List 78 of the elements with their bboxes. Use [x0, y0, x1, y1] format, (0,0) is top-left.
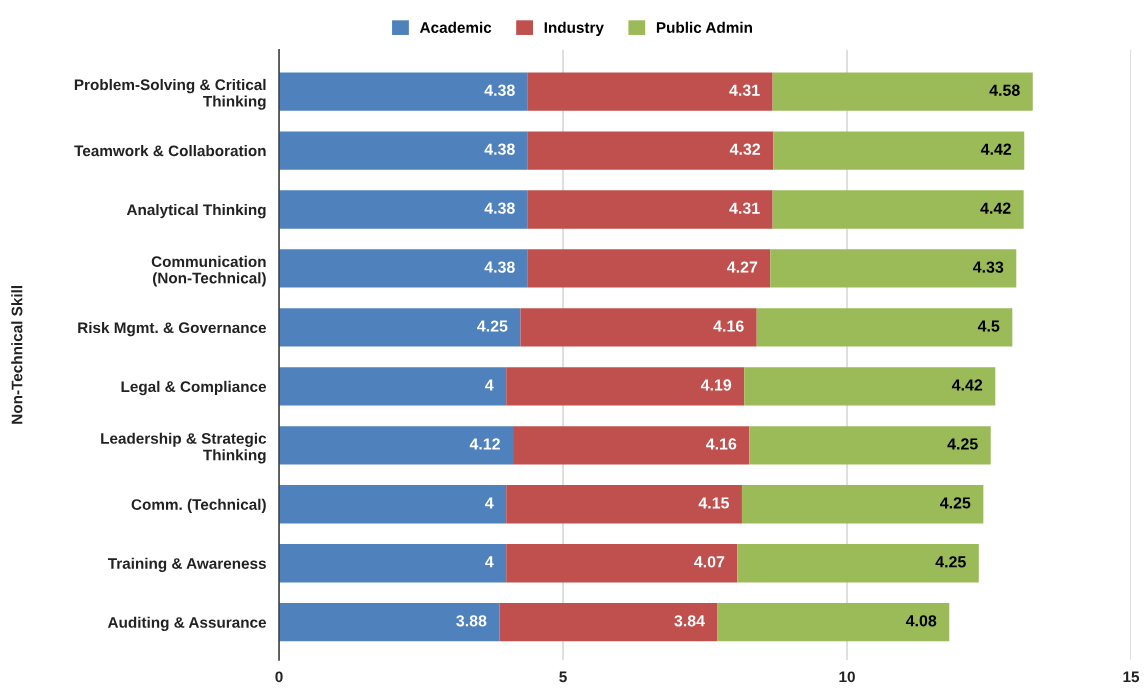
bar [279, 603, 500, 642]
y-tick-label: Communication (Non-Technical) [151, 255, 266, 287]
x-tick-label: 10 [839, 671, 855, 683]
bar [741, 485, 984, 524]
y-tick-label: Auditing & Assurance [107, 616, 267, 631]
data-label: 4.12 [469, 438, 500, 450]
bar [279, 131, 528, 170]
data-label: 4.31 [729, 84, 760, 96]
bar [527, 72, 773, 111]
data-label: 4.58 [989, 84, 1020, 96]
bar [737, 544, 979, 583]
bar [773, 131, 1025, 170]
data-label: 4.25 [935, 556, 966, 568]
bar [506, 485, 742, 524]
legend-label: Academic [419, 21, 492, 33]
y-tick-label: Analytical Thinking [126, 203, 266, 219]
y-tick-label: Comm. (Technical) [131, 498, 266, 513]
y-tick-label: Problem-Solving & Critical Thinking [74, 78, 266, 110]
data-label: 3.84 [674, 615, 705, 627]
bar [279, 426, 514, 465]
bar [527, 249, 771, 288]
bar [520, 308, 757, 347]
data-label: 4 [485, 556, 494, 568]
bar [749, 426, 991, 465]
data-label: 4.32 [729, 143, 761, 155]
bar [756, 308, 1013, 347]
data-label: 4.33 [972, 261, 1004, 273]
data-label: 4.07 [694, 556, 725, 568]
bar [506, 367, 745, 406]
bar [772, 72, 1033, 111]
bar [717, 603, 950, 642]
bar [279, 544, 507, 583]
data-label: 4.08 [905, 615, 937, 627]
y-tick-label: Training & Awareness [107, 557, 266, 572]
bar [527, 190, 773, 229]
bar [744, 367, 996, 406]
data-label: 3.88 [456, 615, 487, 627]
bar [279, 367, 507, 406]
data-label: 4.38 [484, 202, 515, 214]
data-label: 4.25 [477, 320, 508, 332]
data-label: 4.38 [484, 143, 515, 155]
data-label: 4.16 [713, 320, 744, 332]
bar [770, 249, 1017, 288]
data-label: 4.5 [977, 320, 1000, 332]
bar [279, 249, 528, 288]
data-label: 4 [485, 497, 494, 509]
data-label: 4.38 [484, 84, 515, 96]
legend-label: Industry [544, 21, 604, 36]
data-label: 4.19 [700, 379, 732, 391]
data-label: 4.27 [727, 261, 758, 273]
bar [499, 603, 718, 642]
data-label: 4.25 [947, 438, 978, 450]
bar [279, 72, 528, 111]
y-tick-label: Teamwork & Collaboration [74, 145, 266, 157]
data-label: 4.42 [980, 202, 1011, 214]
data-label: 4.31 [729, 202, 760, 214]
data-label: 4.25 [940, 497, 971, 509]
x-tick-label: 15 [1123, 671, 1140, 683]
bar [527, 131, 774, 170]
data-label: 4.42 [951, 379, 983, 391]
y-tick-label: Leadership & Strategic Thinking [101, 432, 267, 464]
bar [279, 308, 521, 347]
bar [772, 190, 1024, 229]
data-label: 4.15 [698, 497, 730, 509]
data-label: 4.38 [484, 261, 515, 273]
bar [506, 544, 738, 583]
legend-label: Public Admin [656, 21, 752, 33]
y-tick-label: Risk Mgmt. & Governance [78, 321, 267, 337]
x-tick-label: 5 [559, 671, 567, 683]
bar [279, 190, 528, 229]
bar [513, 426, 750, 465]
data-label: 4.16 [706, 438, 737, 450]
data-label: 4 [485, 379, 494, 391]
data-label: 4.42 [980, 143, 1012, 155]
x-tick-label: 0 [275, 671, 283, 683]
y-axis-title: Non-Technical Skill [11, 286, 23, 424]
y-tick-label: Legal & Compliance [121, 380, 267, 396]
bar [279, 485, 507, 524]
